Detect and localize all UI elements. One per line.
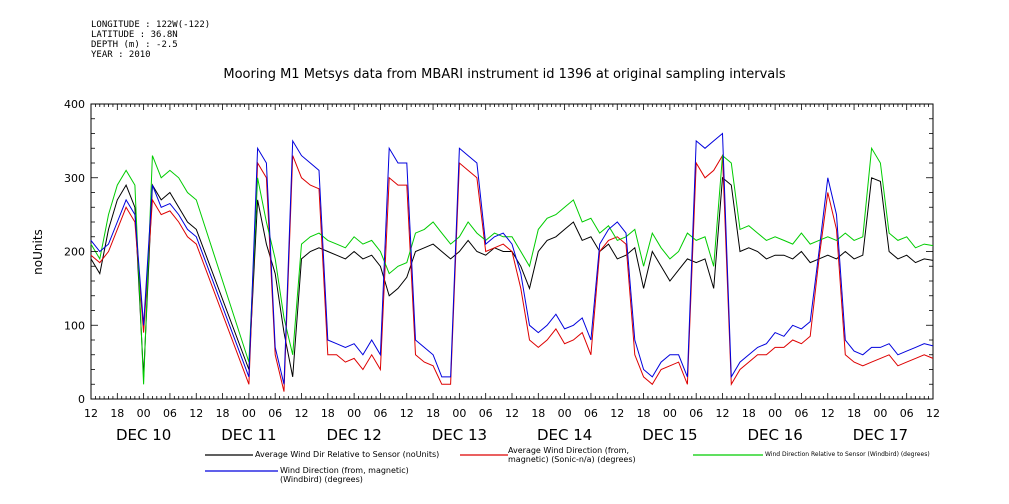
x-hour-label: 18 bbox=[110, 407, 124, 420]
x-hour-label: 12 bbox=[716, 407, 730, 420]
x-day-label: DEC 11 bbox=[221, 426, 276, 444]
legend-entry-black: Average Wind Dir Relative to Sensor (noU… bbox=[255, 450, 440, 459]
x-hour-label: 06 bbox=[479, 407, 493, 420]
x-hour-label: 12 bbox=[821, 407, 835, 420]
x-hour-label: 06 bbox=[584, 407, 598, 420]
x-day-label: DEC 13 bbox=[432, 426, 487, 444]
metadata-latitude: LATITUDE : 36.8N bbox=[91, 30, 178, 40]
x-hour-label: 18 bbox=[847, 407, 861, 420]
x-hour-label: 06 bbox=[163, 407, 177, 420]
y-tick-label: 200 bbox=[64, 246, 85, 259]
y-tick-label: 400 bbox=[64, 98, 85, 111]
metadata-block: LONGITUDE : 122W(-122) LATITUDE : 36.8N … bbox=[91, 20, 210, 60]
x-hour-label: 00 bbox=[137, 407, 151, 420]
x-day-label: DEC 16 bbox=[747, 426, 802, 444]
x-hour-label: 18 bbox=[637, 407, 651, 420]
metadata-longitude: LONGITUDE : 122W(-122) bbox=[91, 20, 211, 30]
x-hour-label: 06 bbox=[794, 407, 808, 420]
x-hour-label: 18 bbox=[321, 407, 335, 420]
legend-entry-red: Average Wind Direction (from, magnetic) … bbox=[508, 446, 636, 464]
metadata-year: YEAR : 2010 bbox=[91, 50, 151, 60]
x-hour-label: 18 bbox=[216, 407, 230, 420]
x-hour-label: 18 bbox=[531, 407, 545, 420]
x-day-label: DEC 10 bbox=[116, 426, 171, 444]
legend-entry-green: Wind Direction Relative to Sensor (Windb… bbox=[765, 451, 930, 458]
metadata-depth: DEPTH (m) : -2.5 bbox=[91, 40, 178, 50]
chart-title: Mooring M1 Metsys data from MBARI instru… bbox=[223, 67, 786, 82]
x-hour-label: 06 bbox=[900, 407, 914, 420]
x-day-label: DEC 15 bbox=[642, 426, 697, 444]
x-hour-label: 00 bbox=[663, 407, 677, 420]
x-hour-label: 12 bbox=[610, 407, 624, 420]
x-hour-label: 12 bbox=[926, 407, 940, 420]
x-hour-label: 00 bbox=[452, 407, 466, 420]
series-line-3 bbox=[90, 132, 934, 385]
legend-entry-blue: Wind Direction (from, magnetic) (Windbir… bbox=[280, 466, 409, 484]
x-hour-label: 18 bbox=[742, 407, 756, 420]
series-line-0 bbox=[90, 176, 934, 377]
x-hour-label: 06 bbox=[689, 407, 703, 420]
x-hour-label: 12 bbox=[189, 407, 203, 420]
x-hour-label: 12 bbox=[505, 407, 519, 420]
x-hour-label: 12 bbox=[400, 407, 414, 420]
plot-axes: 0 100 200 300 400 12 18 00 06 12 18 00 06 12 18 00 06 12 1… bbox=[64, 98, 940, 444]
series-line-1 bbox=[90, 153, 934, 392]
x-hour-label: 00 bbox=[242, 407, 256, 420]
y-tick-label: 0 bbox=[78, 393, 85, 406]
x-hour-label: 12 bbox=[295, 407, 309, 420]
x-day-label: DEC 14 bbox=[537, 426, 592, 444]
series-line-2 bbox=[90, 146, 934, 385]
x-hour-label: 18 bbox=[426, 407, 440, 420]
y-tick-label: 100 bbox=[64, 319, 85, 332]
x-hour-label: 00 bbox=[873, 407, 887, 420]
x-hour-label: 00 bbox=[558, 407, 572, 420]
x-day-label: DEC 17 bbox=[853, 426, 908, 444]
x-day-label: DEC 12 bbox=[326, 426, 381, 444]
x-hour-label: 06 bbox=[268, 407, 282, 420]
y-tick-label: 300 bbox=[64, 172, 85, 185]
legend-lines bbox=[205, 454, 763, 472]
x-hour-label: 06 bbox=[373, 407, 387, 420]
y-axis-label: noUnits bbox=[31, 229, 45, 275]
x-hour-label: 00 bbox=[768, 407, 782, 420]
plot-series bbox=[90, 132, 934, 392]
x-hour-label: 12 bbox=[84, 407, 98, 420]
x-hour-label: 00 bbox=[347, 407, 361, 420]
